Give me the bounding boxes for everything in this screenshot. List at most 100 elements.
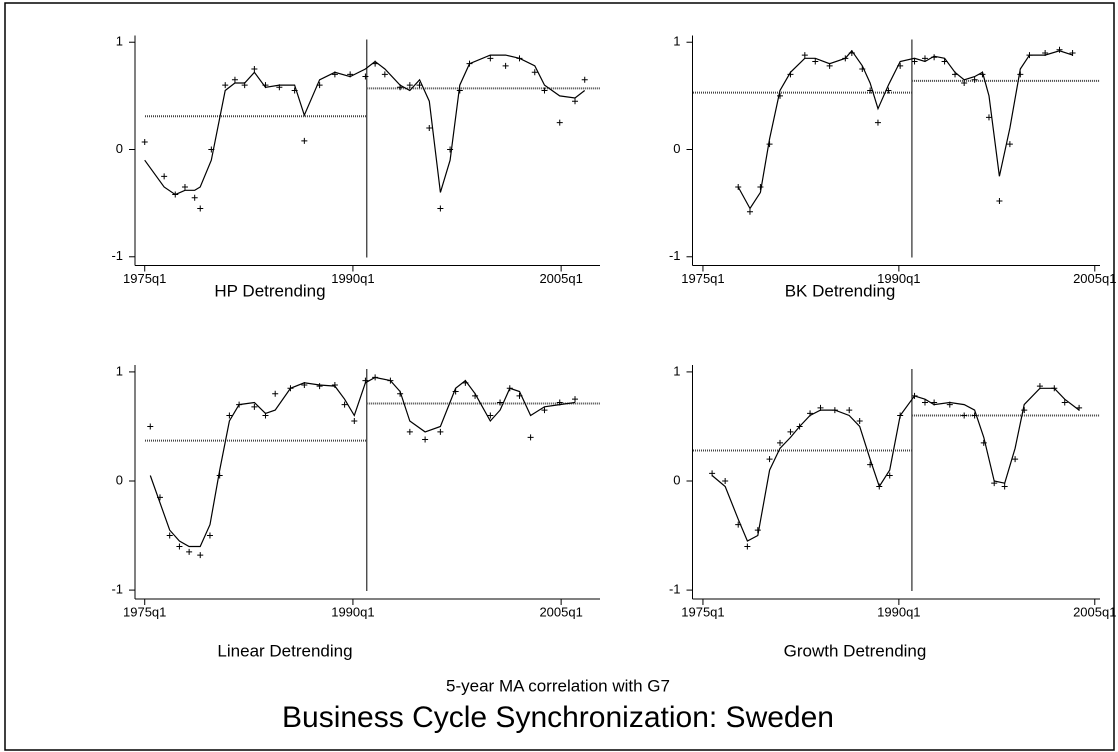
data-point bbox=[876, 483, 883, 490]
y-tick-label: 1 bbox=[673, 34, 680, 49]
data-point bbox=[979, 71, 986, 78]
data-point bbox=[859, 66, 866, 73]
data-point bbox=[722, 478, 729, 484]
data-point bbox=[885, 87, 892, 94]
x-tick-label: 1975q1 bbox=[123, 271, 166, 286]
y-tick-label: -1 bbox=[111, 582, 123, 597]
data-point bbox=[516, 392, 523, 399]
series-line bbox=[149, 376, 576, 548]
data-point bbox=[516, 55, 523, 62]
series-line bbox=[711, 387, 1080, 542]
data-point bbox=[556, 399, 563, 406]
data-point bbox=[347, 71, 354, 78]
data-point bbox=[796, 423, 803, 430]
data-point bbox=[1026, 52, 1033, 59]
data-point bbox=[487, 412, 494, 419]
data-point bbox=[437, 205, 444, 212]
y-tick-label: 0 bbox=[673, 472, 680, 487]
x-tick-label: 2005q1 bbox=[1073, 604, 1116, 619]
data-point bbox=[971, 76, 978, 83]
data-point bbox=[1006, 141, 1013, 148]
data-point bbox=[980, 439, 987, 446]
data-point bbox=[381, 71, 388, 78]
data-point bbox=[226, 412, 233, 419]
data-point bbox=[826, 62, 833, 69]
data-point bbox=[735, 521, 742, 528]
x-tick-label: 1990q1 bbox=[331, 604, 374, 619]
y-tick-label: -1 bbox=[669, 582, 681, 597]
data-point bbox=[709, 470, 716, 477]
data-point bbox=[842, 55, 849, 62]
y-tick-label: 1 bbox=[673, 363, 680, 378]
x-tick-label: 1975q1 bbox=[681, 271, 724, 286]
data-point bbox=[466, 60, 473, 67]
data-point bbox=[856, 418, 863, 424]
data-point bbox=[846, 407, 853, 414]
data-point bbox=[222, 82, 229, 89]
data-point bbox=[147, 423, 154, 430]
data-point bbox=[931, 399, 938, 406]
data-point bbox=[197, 552, 204, 559]
data-point bbox=[556, 119, 563, 126]
data-point bbox=[506, 385, 513, 392]
data-point bbox=[251, 66, 258, 73]
data-point bbox=[406, 82, 413, 89]
data-point bbox=[911, 58, 918, 65]
data-point bbox=[766, 141, 773, 148]
data-point bbox=[911, 392, 918, 399]
panel-title: HP Detrending bbox=[214, 281, 325, 300]
panel-title: Growth Detrending bbox=[784, 641, 927, 660]
data-point bbox=[541, 87, 548, 94]
data-point bbox=[867, 461, 874, 468]
data-point bbox=[231, 76, 238, 83]
data-point bbox=[437, 428, 444, 435]
data-point bbox=[161, 173, 168, 180]
data-point bbox=[996, 197, 1003, 204]
data-point bbox=[251, 403, 258, 410]
x-tick-label: 2005q1 bbox=[539, 604, 582, 619]
y-tick-label: -1 bbox=[669, 248, 681, 263]
data-point bbox=[291, 87, 298, 94]
data-point bbox=[422, 436, 429, 443]
data-point bbox=[744, 543, 751, 550]
data-point bbox=[487, 55, 494, 62]
data-point bbox=[447, 146, 454, 153]
figure-title: Business Cycle Synchronization: Sweden bbox=[282, 701, 834, 734]
data-point bbox=[397, 390, 404, 397]
data-point bbox=[867, 87, 874, 94]
y-tick-label: 1 bbox=[116, 363, 123, 378]
data-point bbox=[216, 472, 223, 479]
data-point bbox=[1069, 49, 1076, 56]
x-tick-label: 1990q1 bbox=[877, 604, 920, 619]
data-point bbox=[362, 73, 369, 80]
panel-title: BK Detrending bbox=[785, 281, 896, 300]
data-point bbox=[1051, 385, 1058, 392]
data-point bbox=[301, 382, 308, 388]
data-point bbox=[206, 532, 213, 539]
data-point bbox=[527, 434, 534, 441]
data-point bbox=[921, 55, 928, 62]
data-point bbox=[426, 125, 433, 132]
data-point bbox=[331, 71, 338, 78]
data-point bbox=[777, 439, 784, 446]
data-point bbox=[176, 543, 183, 550]
data-point bbox=[301, 137, 308, 144]
data-point bbox=[387, 377, 394, 384]
y-tick-label: 0 bbox=[673, 141, 680, 156]
data-point bbox=[341, 401, 348, 408]
data-point bbox=[372, 374, 379, 381]
data-point bbox=[831, 407, 838, 414]
data-point bbox=[406, 428, 413, 435]
data-point bbox=[351, 418, 358, 424]
data-point bbox=[897, 412, 904, 419]
data-point bbox=[1012, 456, 1019, 463]
x-tick-label: 2005q1 bbox=[1073, 271, 1116, 286]
data-point bbox=[757, 184, 764, 191]
data-point bbox=[1036, 383, 1043, 390]
data-point bbox=[502, 62, 509, 69]
data-point bbox=[287, 385, 294, 392]
series-line bbox=[737, 49, 1073, 210]
data-point bbox=[197, 205, 204, 212]
y-tick-label: 1 bbox=[116, 34, 123, 49]
